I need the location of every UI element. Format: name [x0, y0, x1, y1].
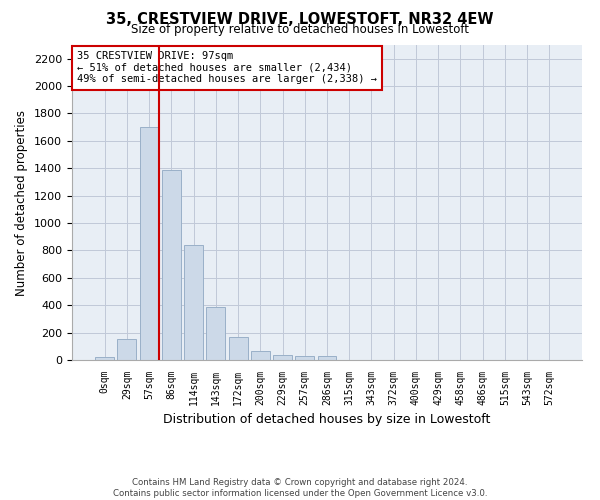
Bar	[273, 355, 292, 360]
Bar	[317, 356, 337, 360]
Bar	[295, 356, 314, 360]
Bar	[162, 170, 181, 360]
Y-axis label: Number of detached properties: Number of detached properties	[16, 110, 28, 296]
Bar	[95, 358, 114, 360]
Text: Size of property relative to detached houses in Lowestoft: Size of property relative to detached ho…	[131, 22, 469, 36]
Bar	[118, 339, 136, 360]
Bar	[206, 308, 225, 360]
Text: 35 CRESTVIEW DRIVE: 97sqm
← 51% of detached houses are smaller (2,434)
49% of se: 35 CRESTVIEW DRIVE: 97sqm ← 51% of detac…	[77, 52, 377, 84]
Bar	[251, 351, 270, 360]
X-axis label: Distribution of detached houses by size in Lowestoft: Distribution of detached houses by size …	[163, 414, 491, 426]
Text: 35, CRESTVIEW DRIVE, LOWESTOFT, NR32 4EW: 35, CRESTVIEW DRIVE, LOWESTOFT, NR32 4EW	[106, 12, 494, 28]
Text: Contains HM Land Registry data © Crown copyright and database right 2024.
Contai: Contains HM Land Registry data © Crown c…	[113, 478, 487, 498]
Bar	[184, 245, 203, 360]
Bar	[229, 338, 248, 360]
Bar	[140, 127, 158, 360]
